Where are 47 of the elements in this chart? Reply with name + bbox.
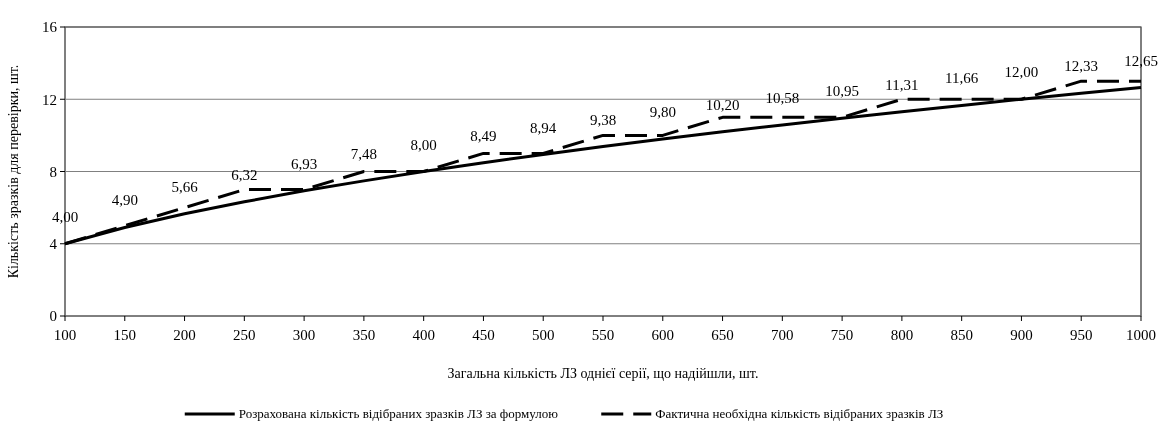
- x-tick-label: 800: [890, 327, 914, 343]
- y-tick-label: 0: [49, 308, 57, 325]
- x-tick-label: 850: [950, 327, 973, 343]
- x-tick-label: 700: [771, 327, 794, 343]
- x-tick-label: 250: [233, 327, 256, 343]
- data-label: 11,66: [945, 70, 979, 87]
- x-tick-label: 650: [711, 327, 734, 343]
- x-tick-label: 550: [591, 327, 615, 343]
- x-tick-label: 150: [113, 327, 137, 343]
- data-label: 10,58: [765, 89, 800, 106]
- x-tick-label: 1000: [1126, 327, 1156, 343]
- data-label: 9,38: [589, 111, 617, 128]
- y-tick-label: 4: [49, 236, 58, 252]
- data-label: 8,49: [470, 127, 497, 144]
- y-tick-label: 8: [49, 163, 57, 180]
- x-tick-label: 450: [472, 327, 495, 343]
- data-label: 6,93: [290, 155, 318, 172]
- data-label: 9,80: [649, 103, 676, 120]
- data-label: 10,20: [705, 96, 740, 113]
- data-label: 5,66: [171, 178, 199, 195]
- data-label: 7,48: [350, 145, 378, 162]
- data-label: 8,94: [530, 119, 557, 136]
- data-label: 8,00: [410, 136, 437, 153]
- data-label: 12,00: [1004, 64, 1039, 81]
- data-label: 6,32: [231, 166, 258, 183]
- x-tick-label: 750: [830, 327, 854, 343]
- data-label: 4,00: [51, 208, 79, 225]
- legend-label: Розрахована кількість відібраних зразків ЛЗ за формулою: [238, 406, 559, 421]
- x-tick-label: 400: [412, 327, 435, 343]
- y-tick-label: 12: [42, 91, 57, 108]
- x-tick-label: 200: [173, 327, 196, 343]
- y-axis-title: Кількість зразків для перевірки, шт.: [6, 64, 21, 279]
- y-tick-label: 16: [42, 19, 58, 36]
- data-label: 4,90: [111, 192, 138, 209]
- x-tick-label: 300: [292, 327, 316, 343]
- x-tick-label: 950: [1069, 327, 1093, 343]
- data-label: 11,31: [885, 76, 919, 93]
- legend-label: Фактична необхідна кількість відібраних зразків ЛЗ: [655, 406, 944, 421]
- x-tick-label: 900: [1010, 327, 1033, 343]
- x-tick-label: 500: [531, 327, 555, 343]
- x-tick-label: 600: [651, 327, 675, 343]
- x-axis-title: Загальна кількість ЛЗ однієї серії, що надійшли, шт.: [447, 366, 759, 381]
- data-label: 10,95: [825, 83, 859, 100]
- data-label: 12,65: [1124, 52, 1158, 69]
- x-tick-label: 100: [53, 327, 77, 343]
- data-label: 12,33: [1064, 58, 1099, 75]
- x-tick-label: 350: [352, 327, 376, 343]
